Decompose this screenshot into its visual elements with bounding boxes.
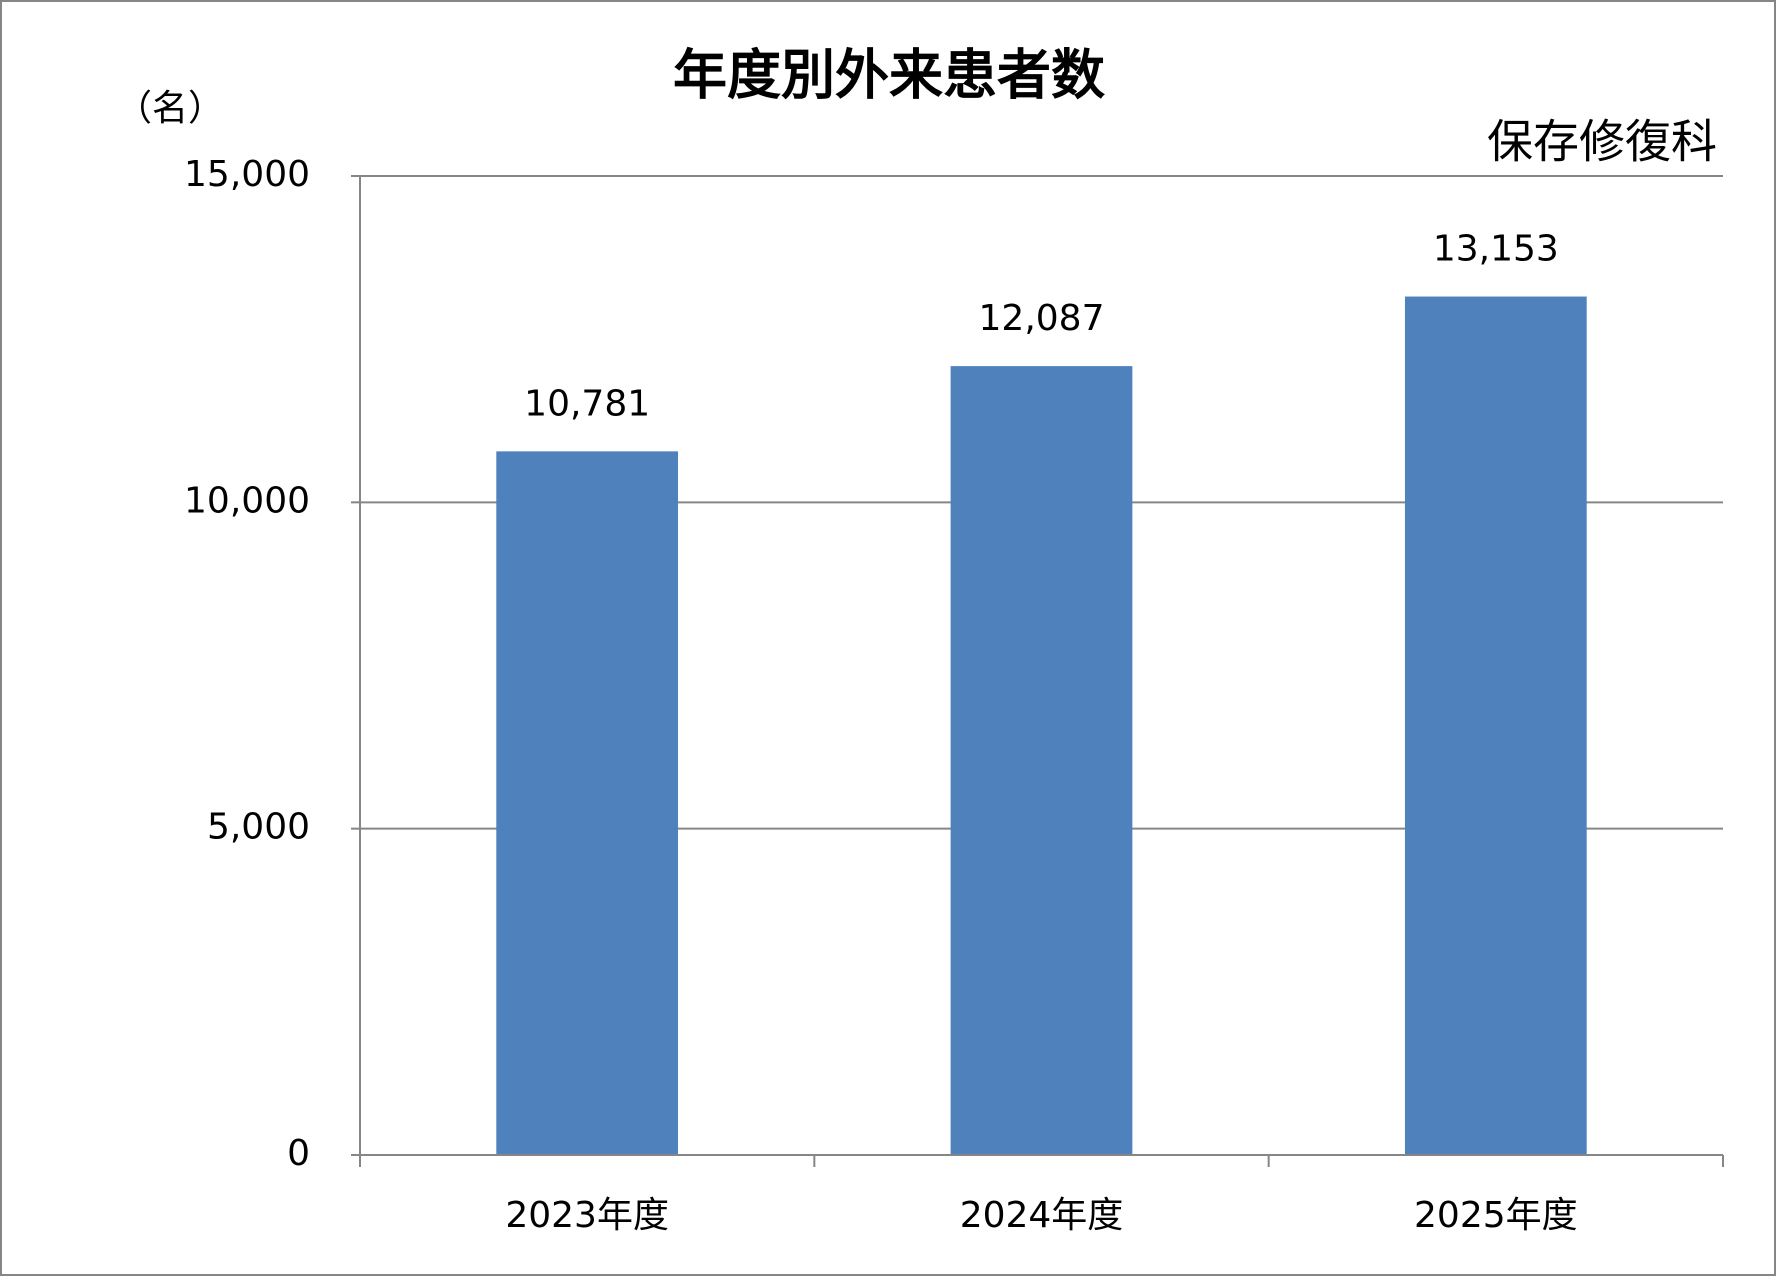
bar	[1404, 296, 1587, 1155]
y-tick-label: 15,000	[184, 154, 310, 195]
y-unit-label: （名）	[116, 88, 224, 129]
value-label: 12,087	[979, 298, 1105, 339]
value-label: 13,153	[1433, 229, 1559, 270]
x-tick-label: 2023年度	[505, 1195, 669, 1236]
x-tick-label: 2024年度	[960, 1195, 1124, 1236]
value-label: 10,781	[524, 383, 650, 424]
y-tick-label: 5,000	[207, 807, 310, 848]
x-tick-label: 2025年度	[1414, 1195, 1578, 1236]
chart-title: 年度別外来患者数	[673, 44, 1105, 107]
y-tick-label: 0	[287, 1133, 310, 1174]
chart-subtitle: 保存修復科	[1487, 115, 1717, 169]
bar	[496, 451, 679, 1155]
bar	[950, 366, 1133, 1155]
y-tick-label: 10,000	[184, 480, 310, 521]
